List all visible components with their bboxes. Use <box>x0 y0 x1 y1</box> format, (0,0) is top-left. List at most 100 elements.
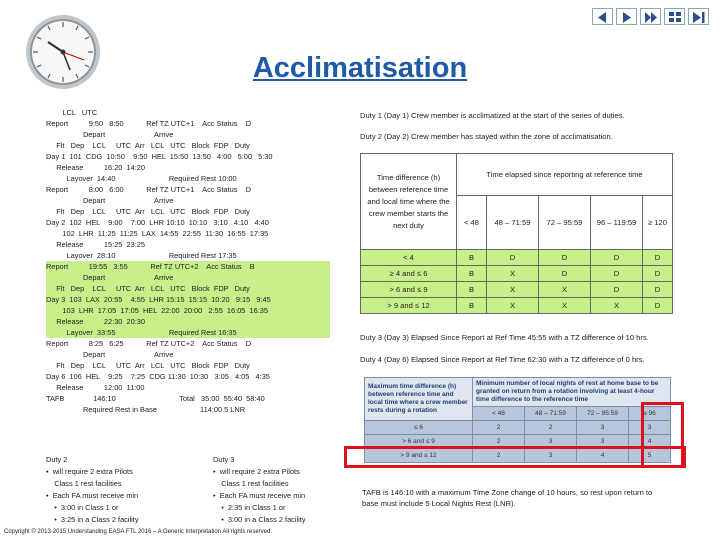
tz-col-header: ≥ 120 <box>642 195 673 250</box>
tz-cell: B <box>456 249 487 266</box>
roster-line: Depart Arrive <box>46 272 330 283</box>
roster-line: 102 LHR 11:25 11:25 LAX 14:55 22:55 11:3… <box>46 229 269 238</box>
tz-cell: X <box>486 297 539 314</box>
tz-cell: X <box>538 297 591 314</box>
duty-3-requirements: Duty 3 • will require 2 extra Pilots Clas… <box>213 454 306 526</box>
rest-table-corner: Maximum time difference (h) between refe… <box>364 377 473 421</box>
back-icon[interactable] <box>592 8 613 25</box>
roster-line: Flt Dep LCL UTC Arr LCL UTC Block FDP Du… <box>46 283 330 294</box>
roster-line: Depart Arrive <box>46 350 174 359</box>
tz-cell: B <box>456 265 487 282</box>
tz-col-header: 48 – 71:59 <box>486 195 539 250</box>
requirement-line: Class 1 rest facilities <box>213 479 289 488</box>
tz-cell: X <box>538 281 591 298</box>
roster-line: Flt Dep LCL UTC Arr LCL UTC Block FDP Du… <box>46 141 250 150</box>
rest-cell: 3 <box>576 434 629 449</box>
skip-icon[interactable] <box>640 8 661 25</box>
grid-icon[interactable] <box>664 8 685 25</box>
requirement-line: Duty 3 <box>213 455 235 464</box>
rest-col-header: ≥ 96 <box>628 406 671 421</box>
tz-cell: D <box>538 265 591 282</box>
tz-cell: D <box>590 249 643 266</box>
roster-line: Day 2 102 HEL 9:00 7:00 LHR 10:10 10:10 … <box>46 218 269 227</box>
roster-line: Release 12:00 11:00 <box>46 383 145 392</box>
rest-cell: 3 <box>628 420 671 435</box>
tz-cell: B <box>456 297 487 314</box>
tz-row-label: < 4 <box>360 249 457 266</box>
requirement-line: • will require 2 extra Pilots <box>46 467 133 476</box>
tz-cell: D <box>538 249 591 266</box>
roster-line: Depart Arrive <box>46 196 174 205</box>
rest-cell: 2 <box>472 420 525 435</box>
roster-line: TAFB 146:10 Total 35:00 55:40 58:40 <box>46 394 265 403</box>
roster-line: Layover 28:10 Required Rest 17:35 <box>46 251 237 260</box>
highlight-row-box <box>344 446 686 468</box>
last-icon[interactable] <box>688 8 709 25</box>
tafb-note: TAFB is 146:10 with a maximum Time Zone … <box>362 488 653 508</box>
roster-line: Layover 14:40 Required Rest 10:00 <box>46 174 237 183</box>
roster-line: Day 3 103 LAX 20:55 4:55 LHR 15:15 15:15… <box>46 294 330 305</box>
requirement-line: • 3:00 in a Class 2 facility <box>213 515 306 524</box>
roster-line: Release 16:20 14:20 <box>46 163 146 172</box>
table-row: > 9 and ≤ 12 2 3 4 5 <box>364 448 671 463</box>
acclimatisation-table: Time difference (h) between reference ti… <box>360 153 673 314</box>
rest-cell: 4 <box>628 434 671 449</box>
roster-line: LCL UTC <box>46 108 98 117</box>
roster-line: Flt Dep LCL UTC Arr LCL UTC Block FDP Du… <box>46 207 250 216</box>
tz-cell: D <box>642 265 673 282</box>
tz-cell: B <box>456 281 487 298</box>
tz-cell: D <box>486 249 539 266</box>
clock-icon <box>22 12 104 92</box>
duty-1-note: Duty 1 (Day 1) Crew member is acclimatiz… <box>360 111 625 120</box>
rest-cell: 5 <box>628 448 671 463</box>
tz-cell: X <box>486 265 539 282</box>
requirement-line: • 3:00 in Class 1 or <box>46 503 119 512</box>
roster-line: Depart Arrive <box>46 130 174 139</box>
roster-line: Report 8:00 6:00 Ref TZ UTC+1 Acc Status… <box>46 185 252 194</box>
highlight-column-box <box>641 402 684 468</box>
rest-col-header: 48 – 71:59 <box>524 406 577 421</box>
roster-line: Report 9:50 8:50 Ref TZ UTC+1 Acc Status… <box>46 119 252 128</box>
rest-row-label: > 9 and ≤ 12 <box>364 448 473 463</box>
roster-line: Day 1 101 CDG 10:50 9:50 HEL 15:50 13:50… <box>46 152 273 161</box>
roster-line: Day 6 106 HEL 9:25 7:25 CDG 11:30 10:30 … <box>46 372 270 381</box>
requirement-line: • Each FA must receive min <box>46 491 139 500</box>
requirement-line: • Each FA must receive min <box>213 491 306 500</box>
rest-cell: 2 <box>524 420 577 435</box>
requirement-line: Duty 2 <box>46 455 68 464</box>
local-nights-rest-table: Maximum time difference (h) between refe… <box>364 377 671 463</box>
requirement-line: • will require 2 extra Pilots <box>213 467 300 476</box>
rest-cell: 3 <box>576 420 629 435</box>
roster-line: Required Rest in Base 114:00 5 LNR <box>46 405 246 414</box>
copyright: Copyright © 2013-2015 Understanding EASA… <box>4 529 273 535</box>
duty-3-note: Duty 3 (Day 3) Elapsed Since Report at R… <box>360 333 649 342</box>
tz-table-corner: Time difference (h) between reference ti… <box>360 153 457 250</box>
forward-icon[interactable] <box>616 8 637 25</box>
tz-col-header: < 48 <box>456 195 487 250</box>
rest-cell: 4 <box>576 448 629 463</box>
tz-row-label: > 9 and ≤ 12 <box>360 297 457 314</box>
tz-row-label: > 6 and ≤ 9 <box>360 281 457 298</box>
table-row: > 9 and ≤ 12 B X X X D <box>360 297 673 314</box>
rest-table-span-header: Minimum number of local nights of rest a… <box>472 377 671 407</box>
tz-col-header: 96 – 119:59 <box>590 195 643 250</box>
tz-col-header: 72 – 95:59 <box>538 195 591 250</box>
roster-line: Release 22:30 20:30 <box>46 316 330 327</box>
tz-cell: X <box>590 297 643 314</box>
tz-cell: D <box>642 297 673 314</box>
duty-2-requirements: Duty 2 • will require 2 extra Pilots Clas… <box>46 454 139 526</box>
rest-row-label: ≤ 6 <box>364 420 473 435</box>
rest-col-header: 72 – 95:59 <box>576 406 629 421</box>
roster-line: Report 8:25 6:25 Ref TZ UTC+2 Acc Status… <box>46 339 252 348</box>
page-title: Acclimatisation <box>252 52 468 84</box>
tz-cell: D <box>590 265 643 282</box>
roster-line: Release 15:25 23:25 <box>46 240 146 249</box>
tz-cell: X <box>486 281 539 298</box>
rest-cell: 3 <box>524 448 577 463</box>
tz-table-span-header: Time elapsed since reporting at referenc… <box>456 153 673 196</box>
